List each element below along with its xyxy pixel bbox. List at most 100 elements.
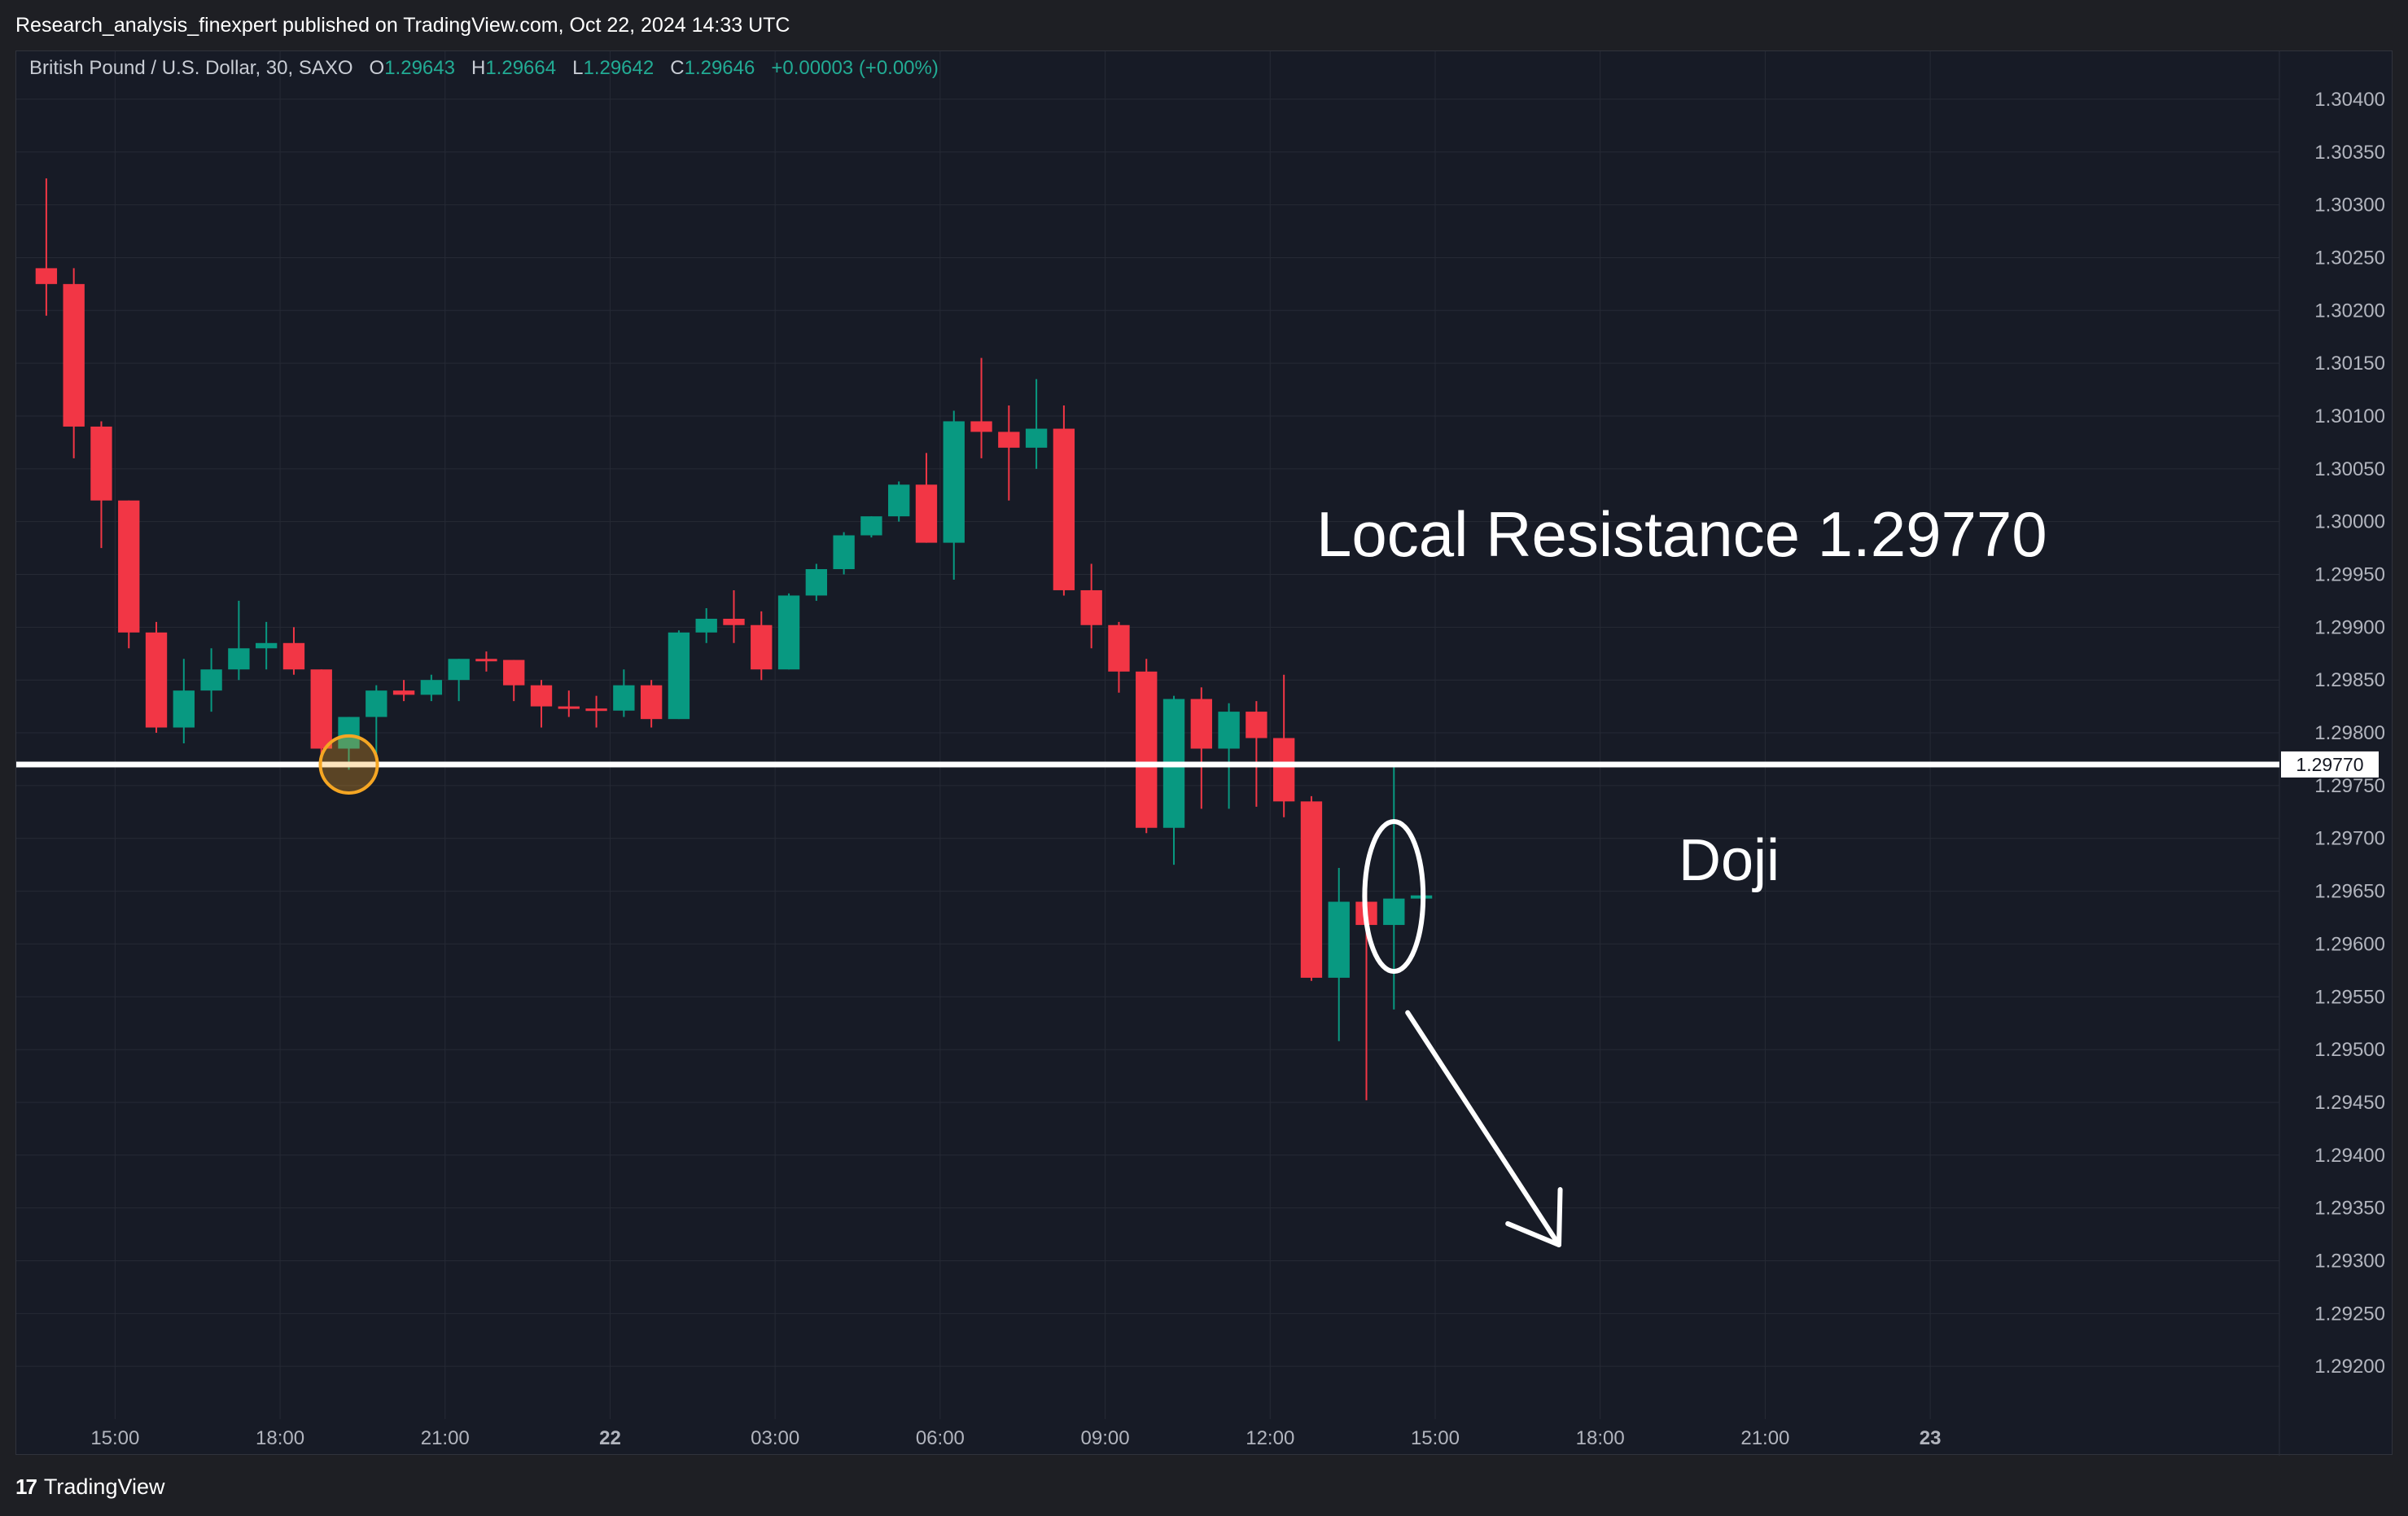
candle-body <box>695 618 717 633</box>
x-tick-label: 03:00 <box>751 1427 799 1449</box>
candle-body <box>1300 801 1323 978</box>
candle-body <box>1383 898 1405 926</box>
candle-body <box>777 595 800 670</box>
x-tick-label: 09:00 <box>1081 1427 1130 1449</box>
candle-body <box>200 669 222 691</box>
chart-panel[interactable]: 1.30400 1.30350 1.30300 1.30250 1.30200 1.301… <box>15 50 2393 1456</box>
candle-body <box>1190 699 1212 749</box>
y-tick-label: 1.29400 <box>2314 1145 2385 1167</box>
candle-body <box>503 659 525 686</box>
candle-body <box>860 516 882 536</box>
y-tick-label: 1.29700 <box>2314 828 2385 850</box>
legend-change: +0.00003 (+0.00%) <box>771 57 939 79</box>
candle-body <box>805 569 828 596</box>
candle-body <box>310 669 332 749</box>
candle-body <box>1053 428 1075 590</box>
y-tick-label: 1.30250 <box>2314 247 2385 269</box>
candlestick-chart[interactable]: 1.30400 1.30350 1.30300 1.30250 1.30200 1.301… <box>16 51 2393 1456</box>
candle-body <box>145 632 168 728</box>
ohlc-legend: British Pound / U.S. Dollar, 30, SAXO O1… <box>29 57 939 80</box>
x-tick-label: 15:00 <box>1411 1427 1460 1449</box>
candle-body <box>943 421 965 543</box>
legend-low-value: 1.29642 <box>583 57 655 79</box>
candle-body <box>366 690 387 717</box>
candle-body <box>751 624 773 670</box>
y-tick-label: 1.30150 <box>2314 353 2385 375</box>
candle-body <box>1272 738 1295 802</box>
candle-body <box>255 642 278 649</box>
y-tick-label: 1.30350 <box>2314 142 2385 164</box>
publish-header: Research_analysis_finexpert published on… <box>0 0 2408 50</box>
x-tick-label: 21:00 <box>421 1427 470 1449</box>
candle-body <box>475 659 497 662</box>
candle-body <box>558 706 580 709</box>
y-tick-label: 1.30300 <box>2314 195 2385 217</box>
y-tick-label: 1.29200 <box>2314 1356 2385 1378</box>
y-tick-label: 1.29750 <box>2314 775 2385 797</box>
candle-body <box>1136 671 1158 828</box>
candle-body <box>228 648 250 670</box>
legend-symbol: British Pound / U.S. Dollar, 30, SAXO <box>29 57 353 79</box>
candle-body <box>970 421 992 432</box>
legend-high-value: 1.29664 <box>485 57 557 79</box>
candle-body <box>833 535 855 570</box>
candle-body <box>63 283 85 427</box>
downside-arrow-head <box>1505 1187 1563 1248</box>
tradingview-logo-icon: 17 <box>15 1474 37 1499</box>
y-tick-label: 1.30200 <box>2314 300 2385 322</box>
candle-body <box>1080 589 1102 625</box>
candle-body <box>1246 712 1267 738</box>
candle-body <box>448 659 470 681</box>
y-tick-label: 1.30400 <box>2314 89 2385 111</box>
candle-body <box>1108 624 1130 672</box>
y-tick-label: 1.29250 <box>2314 1303 2385 1325</box>
candle-body <box>888 484 910 517</box>
y-tick-label: 1.29450 <box>2314 1092 2385 1114</box>
y-tick-label: 1.29900 <box>2314 616 2385 638</box>
candle-body <box>915 484 938 543</box>
tradingview-brand-text: TradingView <box>43 1474 165 1499</box>
doji-annotation-text: Doji <box>1679 828 1780 893</box>
y-tick-label: 1.29550 <box>2314 986 2385 1008</box>
candle-body <box>35 268 58 284</box>
y-tick-label: 1.29350 <box>2314 1198 2385 1220</box>
candle-body <box>282 642 305 670</box>
candle-body <box>338 716 360 749</box>
candle-body <box>1218 712 1240 749</box>
y-tick-label: 1.29800 <box>2314 722 2385 744</box>
candle-body <box>530 685 553 707</box>
candle-body <box>613 685 635 711</box>
y-tick-label: 1.29600 <box>2314 933 2385 955</box>
y-tick-label: 1.29300 <box>2314 1250 2385 1272</box>
y-tick-label: 1.29950 <box>2314 564 2385 586</box>
resistance-price-tag <box>2281 751 2379 778</box>
support-touch-highlight-circle <box>318 734 379 795</box>
publish-line: Research_analysis_finexpert published on… <box>15 14 790 37</box>
candle-body <box>90 426 112 501</box>
x-tick-label: 18:00 <box>1576 1427 1625 1449</box>
x-tick-label: 21:00 <box>1740 1427 1789 1449</box>
candle-body <box>998 432 1020 448</box>
x-tick-label: 22 <box>599 1427 621 1449</box>
legend-high-label: H <box>471 57 486 79</box>
y-tick-label: 1.29650 <box>2314 881 2385 903</box>
x-tick-label: 12:00 <box>1246 1427 1294 1449</box>
candle-body <box>585 708 607 712</box>
x-tick-label: 06:00 <box>916 1427 965 1449</box>
y-tick-label: 1.30100 <box>2314 405 2385 427</box>
y-tick-label: 1.29500 <box>2314 1039 2385 1061</box>
legend-open-value: 1.29643 <box>384 57 455 79</box>
candle-body <box>173 690 195 728</box>
footer-brand[interactable]: 17 TradingView <box>15 1464 165 1509</box>
x-tick-label: 18:00 <box>256 1427 304 1449</box>
candle-body <box>118 500 140 633</box>
legend-close-label: C <box>670 57 685 79</box>
downside-arrow-shaft <box>1405 1010 1561 1248</box>
candle-body <box>1328 901 1350 978</box>
legend-low-label: L <box>572 57 584 79</box>
candle-body <box>640 685 663 720</box>
candle-body <box>723 618 745 625</box>
doji-highlight-ellipse <box>1362 818 1426 975</box>
y-tick-label: 1.30000 <box>2314 511 2385 533</box>
